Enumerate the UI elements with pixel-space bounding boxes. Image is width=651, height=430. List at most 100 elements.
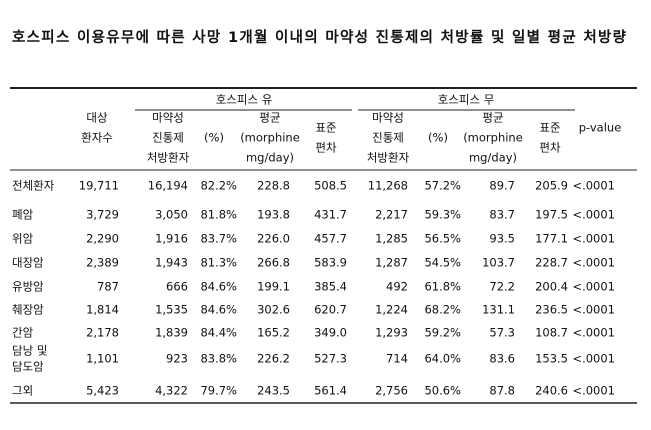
cell: 54.5% (424, 256, 461, 270)
cell: 197.5 (535, 208, 568, 222)
cell: 59.3% (424, 208, 461, 222)
column-header: 마약성 (152, 111, 184, 125)
column-header: 평균 (482, 111, 503, 125)
cell: 266.8 (257, 256, 290, 270)
column-header: (%) (204, 131, 224, 145)
cell: 193.8 (257, 208, 290, 222)
cell: 349.0 (314, 326, 347, 340)
cell: 236.5 (535, 303, 568, 317)
cell: 56.5% (424, 232, 461, 246)
cell: 1,285 (375, 232, 408, 246)
cell: 5,423 (86, 384, 119, 398)
cell: 68.2% (424, 303, 461, 317)
cell: 64.0% (424, 352, 461, 366)
cell: 83.7 (489, 208, 515, 222)
cell: 61.8% (424, 280, 461, 294)
row-label: 담도암 (12, 360, 44, 374)
cell: 527.3 (314, 352, 347, 366)
cell: 228.8 (257, 179, 290, 193)
cell: 50.6% (424, 384, 461, 398)
row-label: 위암 (12, 232, 34, 246)
row-label: 유방암 (12, 280, 44, 294)
cell: 1,224 (375, 303, 408, 317)
cell: <.0001 (572, 179, 615, 193)
cell: 153.5 (535, 352, 568, 366)
cell: 226.0 (257, 232, 290, 246)
cell: 1,293 (375, 326, 408, 340)
cell: 165.2 (257, 326, 290, 340)
cell: <.0001 (572, 352, 615, 366)
cell: 199.1 (257, 280, 290, 294)
cell: 11,268 (368, 179, 408, 193)
cell: 84.6% (200, 280, 237, 294)
cell: 84.4% (200, 326, 237, 340)
cell: 87.8 (489, 384, 515, 398)
cell: 228.7 (535, 256, 568, 270)
cell: <.0001 (572, 232, 615, 246)
cell: 200.4 (535, 280, 568, 294)
column-header: (morphine (463, 131, 523, 145)
cell: 620.7 (314, 303, 347, 317)
column-header: 평균 (259, 111, 280, 125)
column-header: 진통제 (152, 131, 184, 145)
cell: 2,290 (86, 232, 119, 246)
cell: 79.7% (200, 384, 237, 398)
cell: 83.6 (489, 352, 515, 366)
column-header: 표준 (315, 121, 336, 135)
column-header: 처방환자 (147, 151, 190, 165)
column-header: (%) (428, 131, 448, 145)
column-header: mg/day) (469, 151, 517, 165)
row-label: 전체환자 (12, 179, 55, 193)
cell: 302.6 (257, 303, 290, 317)
cell: 2,217 (375, 208, 408, 222)
cell: 1,287 (375, 256, 408, 270)
cell: 72.2 (489, 280, 515, 294)
cell: 508.5 (314, 179, 347, 193)
cell: 81.3% (200, 256, 237, 270)
cell: 1,814 (86, 303, 119, 317)
column-header: mg/day) (246, 151, 294, 165)
title: 호스피스 이용유무에 따른 사망 1개월 이내의 마약성 진통제의 처방률 및 … (12, 28, 627, 46)
cell: 93.5 (489, 232, 515, 246)
cell: 1,916 (155, 232, 188, 246)
column-header: 편차 (539, 141, 561, 155)
row-label: 간암 (12, 326, 34, 340)
column-header: (morphine (240, 131, 300, 145)
cell: <.0001 (572, 208, 615, 222)
column-header: 마약성 (372, 111, 404, 125)
cell: <.0001 (572, 280, 615, 294)
column-header: 진통제 (372, 131, 404, 145)
cell: 57.3 (489, 326, 515, 340)
column-header: 편차 (315, 141, 337, 155)
cell: 205.9 (535, 179, 568, 193)
row-label: 폐암 (12, 208, 34, 222)
cell: <.0001 (572, 384, 615, 398)
column-header: 처방환자 (367, 151, 410, 165)
cell: 103.7 (482, 256, 515, 270)
cell: 177.1 (535, 232, 568, 246)
cell: 83.8% (200, 352, 237, 366)
cell: 226.2 (257, 352, 290, 366)
column-header: 대상 (86, 111, 108, 125)
cell: 1,101 (86, 352, 119, 366)
cell: 666 (166, 280, 188, 294)
cell: <.0001 (572, 326, 615, 340)
cell: 2,178 (86, 326, 119, 340)
cell: 1,943 (155, 256, 188, 270)
cell: 492 (386, 280, 408, 294)
cell: 2,389 (86, 256, 119, 270)
cell: 19,711 (79, 179, 119, 193)
group-header: 호스피스 유 (216, 93, 273, 107)
cell: 923 (166, 352, 188, 366)
cell: 57.2% (424, 179, 461, 193)
cell: 240.6 (535, 384, 568, 398)
cell: 83.7% (200, 232, 237, 246)
cell: 3,729 (86, 208, 119, 222)
cell: 84.6% (200, 303, 237, 317)
cell: 243.5 (257, 384, 290, 398)
row-label: 담낭 및 (12, 344, 47, 358)
cell: 787 (97, 280, 119, 294)
row-label: 췌장암 (12, 303, 44, 317)
cell: 561.4 (314, 384, 347, 398)
